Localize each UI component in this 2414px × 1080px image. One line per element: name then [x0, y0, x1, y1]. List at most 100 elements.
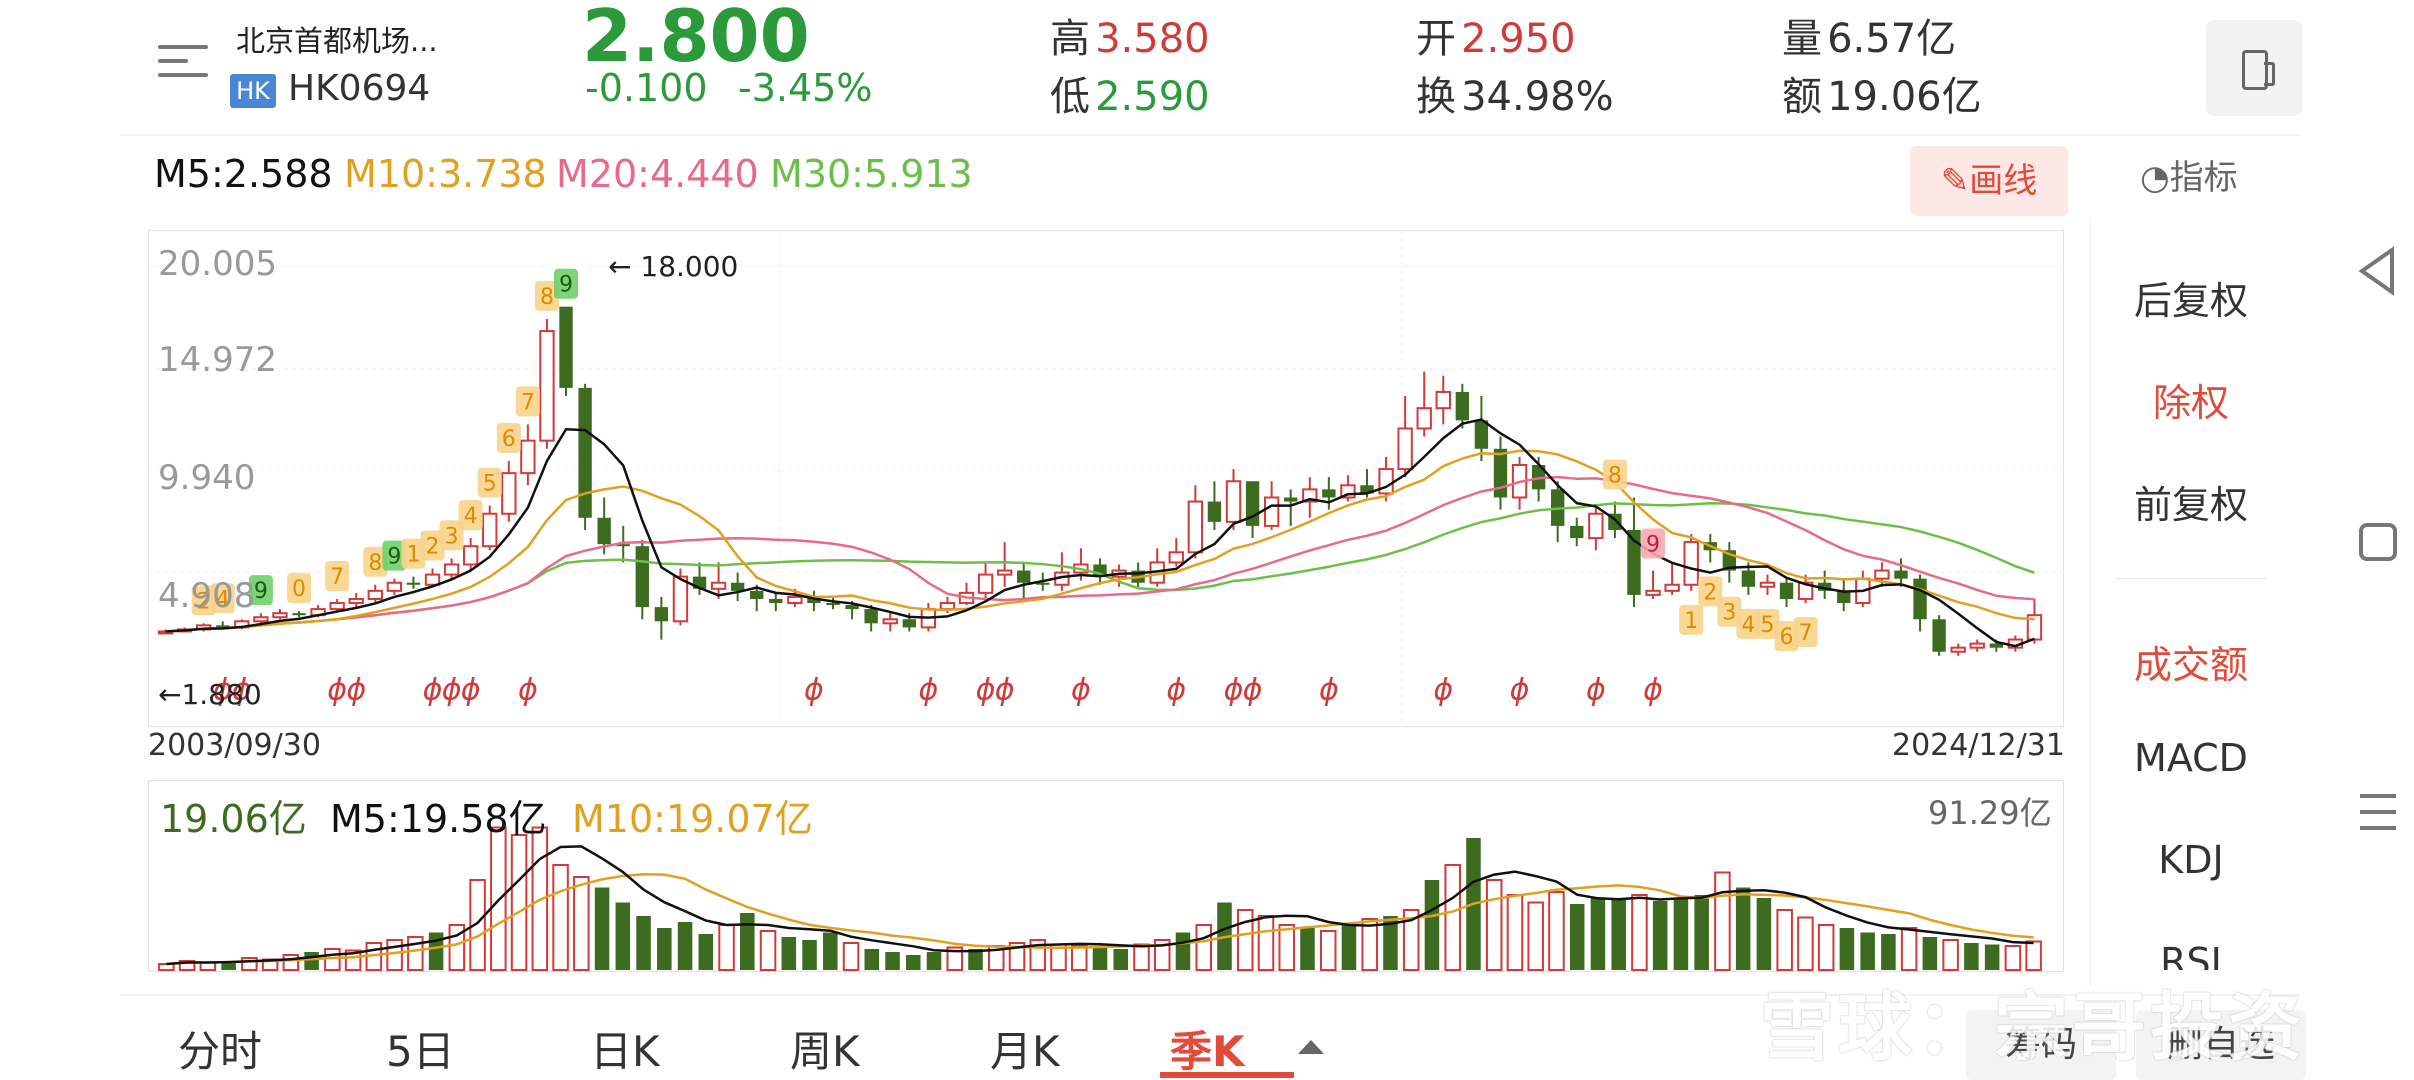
- volume-bar: [718, 924, 735, 971]
- caret-up-icon[interactable]: [1296, 1036, 1326, 1056]
- side-item-amount[interactable]: 成交额: [2133, 643, 2248, 687]
- volume-current: 19.06亿: [160, 797, 307, 841]
- market-badge: HK: [230, 74, 276, 108]
- volume-bar: [885, 952, 900, 970]
- chips-button[interactable]: 筹码: [1966, 1010, 2116, 1080]
- dividend-marker: ɸ: [1243, 673, 1263, 708]
- volume-m5: M5:19.58亿: [330, 797, 547, 841]
- seq-badge: [1698, 576, 1723, 607]
- seq-badge-label: 9: [254, 579, 268, 604]
- gauge-icon: ◔: [2140, 158, 2170, 198]
- candle-body: [578, 387, 592, 518]
- volume-bar: [677, 922, 693, 970]
- candle-body: [501, 472, 517, 515]
- volume-bar: [1236, 909, 1254, 971]
- price-chart-frame[interactable]: [148, 230, 2064, 727]
- volume-bar: [1383, 916, 1398, 970]
- seq-badge-label: 1: [406, 543, 420, 568]
- side-item-macd[interactable]: MACD: [2134, 736, 2248, 780]
- candle-body: [996, 569, 1013, 576]
- dividend-marker: ɸ: [976, 673, 996, 708]
- tab-quarterly[interactable]: 季K: [1170, 1027, 1245, 1076]
- volume-bar: [1694, 895, 1709, 970]
- seq-badge: [248, 575, 273, 606]
- volume-bar: [615, 902, 631, 970]
- seq-badge-label: 8: [1608, 464, 1622, 489]
- volume-chart-frame[interactable]: [148, 780, 2064, 972]
- draw-line-button[interactable]: ✎画线: [1910, 146, 2068, 216]
- candle-body: [1225, 480, 1242, 523]
- candle-body: [424, 573, 441, 586]
- volume-chart[interactable]: [148, 780, 2064, 972]
- volume-bar: [304, 952, 319, 970]
- side-item-kdj[interactable]: KDJ: [2158, 838, 2224, 882]
- volume-bar: [1839, 928, 1855, 970]
- candle-body: [845, 605, 859, 610]
- seq-badge: [1641, 528, 1666, 559]
- seq-badge-label: 3: [445, 524, 459, 549]
- remove-watchlist-button[interactable]: 删自选: [2136, 1010, 2306, 1080]
- volume-bar: [1092, 947, 1108, 970]
- volume-bar: [1611, 899, 1626, 970]
- candle-body: [1570, 525, 1584, 539]
- tab-daily[interactable]: 日K: [590, 1027, 660, 1076]
- dividend-marker: ɸ: [346, 673, 366, 708]
- volume-bar: [552, 864, 569, 971]
- ma5-legend: M5:2.588: [154, 152, 333, 196]
- volume-bar: [1257, 915, 1275, 971]
- tab-5day[interactable]: 5日: [386, 1027, 455, 1076]
- candle-body: [482, 512, 498, 548]
- low-marker: ←1.880: [158, 678, 262, 711]
- dividend-marker: ɸ: [213, 673, 233, 708]
- indicator-button[interactable]: ◔指标: [2140, 158, 2238, 198]
- volume-bar: [1402, 909, 1420, 971]
- volume-bar: [1444, 864, 1461, 971]
- side-item-post-adjust[interactable]: 后复权: [2133, 279, 2248, 323]
- side-item-ex-right[interactable]: 除权: [2152, 381, 2229, 425]
- candle-body: [616, 544, 630, 547]
- candle-body: [1645, 589, 1661, 596]
- candle-body: [902, 619, 916, 628]
- volume-bar: [1797, 916, 1814, 971]
- tab-weekly[interactable]: 周K: [790, 1027, 860, 1076]
- recents-nav-icon[interactable]: [2358, 792, 2398, 832]
- volume-bar: [241, 957, 258, 971]
- menu-icon[interactable]: [158, 45, 208, 87]
- seq-badge-label: 7: [330, 565, 344, 590]
- candle-body: [1017, 570, 1031, 583]
- volume-bar: [1881, 934, 1896, 970]
- volume-bar: [1735, 887, 1751, 970]
- volume-bar: [1175, 932, 1191, 970]
- stock-code: HK0694: [288, 68, 431, 109]
- candle-body: [977, 573, 994, 594]
- volume-bar: [1922, 937, 1938, 970]
- back-nav-icon[interactable]: [2358, 246, 2398, 296]
- low-label: 低: [1050, 74, 1090, 120]
- volume-bar: [1153, 939, 1171, 971]
- candle-body: [1455, 391, 1470, 421]
- candle-body: [672, 575, 689, 623]
- seq-badge-label: 9: [387, 545, 401, 570]
- candle-body: [348, 597, 364, 605]
- volume-bar: [802, 940, 817, 970]
- candle-body: [1837, 590, 1851, 604]
- landscape-toggle-button[interactable]: [2206, 20, 2302, 116]
- seq-badge: [420, 530, 445, 561]
- volume-bar: [1133, 943, 1150, 971]
- home-nav-icon[interactable]: [2358, 522, 2398, 562]
- seq-badge-label: 7: [1799, 621, 1813, 646]
- tab-intraday[interactable]: 分时: [178, 1027, 263, 1076]
- seq-badge: [458, 500, 483, 531]
- tab-monthly[interactable]: 月K: [990, 1027, 1060, 1076]
- volume-bar: [386, 939, 403, 971]
- side-item-rsi[interactable]: RSI: [2160, 940, 2222, 970]
- candle-body: [1493, 448, 1508, 498]
- candle-body: [1588, 512, 1604, 540]
- candle-body: [1187, 500, 1204, 554]
- side-item-pre-adjust[interactable]: 前复权: [2133, 483, 2248, 527]
- candle-body: [1797, 581, 1814, 600]
- candle-body: [710, 581, 727, 590]
- quote-turnover: 换 34.98%: [1416, 64, 1614, 122]
- dividend-marker: ɸ: [232, 673, 252, 708]
